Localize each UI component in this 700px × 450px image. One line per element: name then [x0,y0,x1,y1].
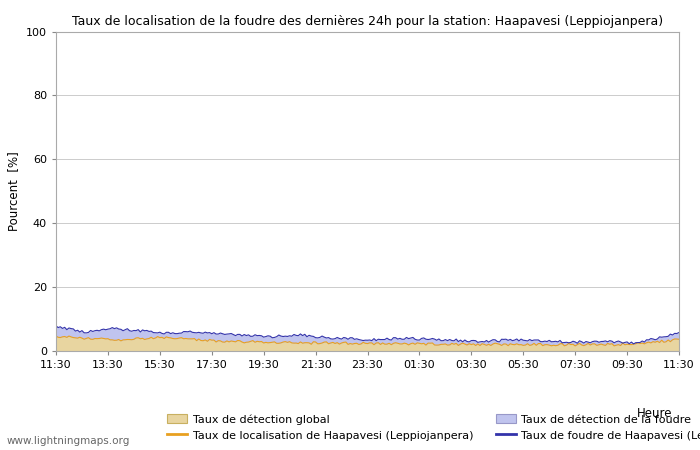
Text: Heure: Heure [636,407,672,420]
Y-axis label: Pourcent  [%]: Pourcent [%] [8,151,20,231]
Title: Taux de localisation de la foudre des dernières 24h pour la station: Haapavesi (: Taux de localisation de la foudre des de… [72,14,663,27]
Text: www.lightningmaps.org: www.lightningmaps.org [7,436,130,446]
Legend: Taux de détection global, Taux de localisation de Haapavesi (Leppiojanpera), Tau: Taux de détection global, Taux de locali… [167,414,700,441]
